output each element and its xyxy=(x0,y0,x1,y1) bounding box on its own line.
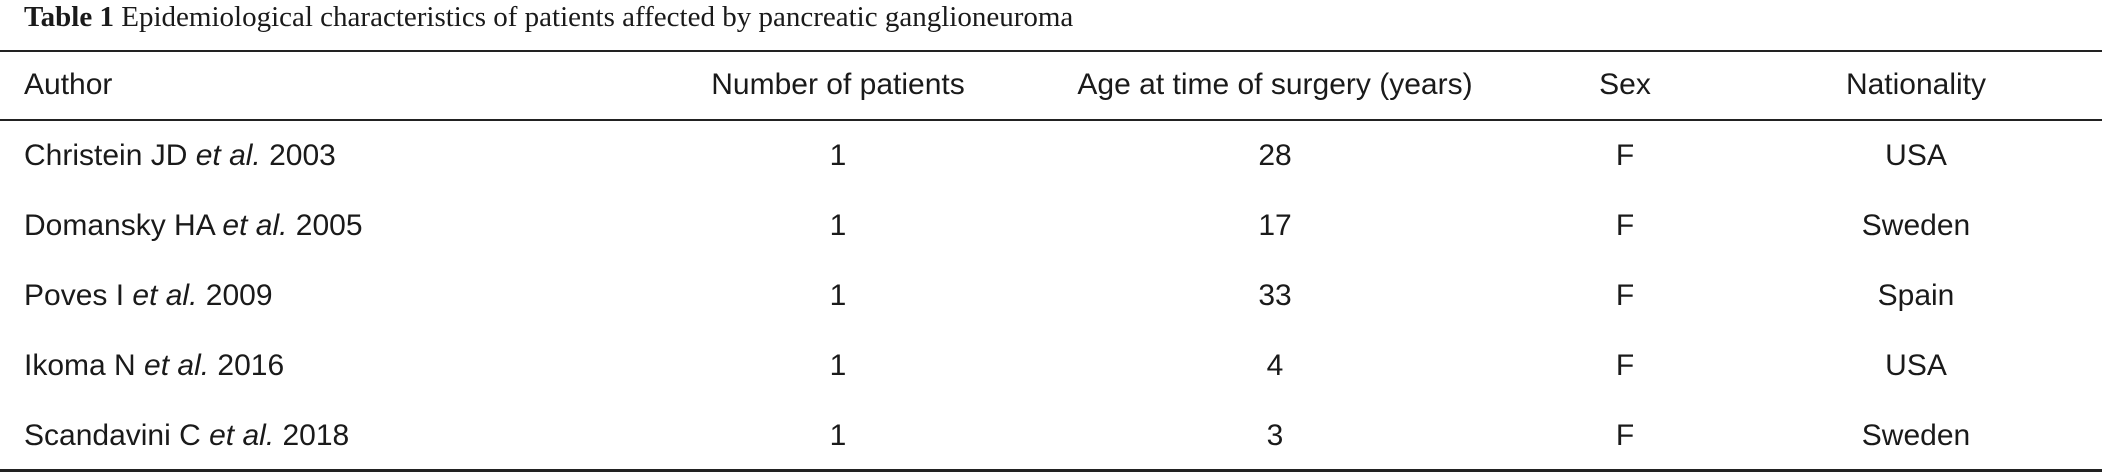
cell-number-of-patients: 1 xyxy=(829,419,847,452)
author-name: Poves I xyxy=(24,279,133,312)
table-row: Scandavini C et al. 2018 1 3 F Sweden xyxy=(0,401,2102,471)
author-et-al: et al. xyxy=(132,279,198,312)
table-header-rule xyxy=(0,119,2102,121)
cell-author: Domansky HA et al. 2005 xyxy=(24,191,363,261)
cell-age: 4 xyxy=(1266,349,1284,382)
author-name: Ikoma N xyxy=(24,349,145,382)
cell-number-of-patients: 1 xyxy=(829,349,847,382)
header-age-at-surgery: Age at time of surgery (years) xyxy=(1077,68,1473,101)
cell-author: Poves I et al. 2009 xyxy=(24,261,273,331)
cell-author: Christein JD et al. 2003 xyxy=(24,121,336,191)
cell-author: Scandavini C et al. 2018 xyxy=(24,401,349,471)
author-et-al: et al. xyxy=(195,139,261,172)
table-caption-label: Table 1 xyxy=(24,1,114,33)
cell-number-of-patients: 1 xyxy=(829,209,847,242)
table-bottom-rule xyxy=(0,469,2102,472)
cell-sex: F xyxy=(1615,209,1635,242)
table-caption-text: Epidemiological characteristics of patie… xyxy=(114,1,1074,33)
author-year: 2018 xyxy=(274,419,350,452)
cell-nationality: Sweden xyxy=(1861,209,1971,242)
author-year: 2016 xyxy=(209,349,285,382)
author-year: 2003 xyxy=(260,139,336,172)
cell-nationality: USA xyxy=(1885,139,1947,172)
author-et-al: et al. xyxy=(144,349,210,382)
header-author: Author xyxy=(24,68,113,101)
author-name: Scandavini C xyxy=(24,419,210,452)
header-nationality: Nationality xyxy=(1845,68,1987,101)
cell-age: 28 xyxy=(1258,139,1292,172)
header-sex: Sex xyxy=(1599,68,1651,101)
author-year: 2009 xyxy=(197,279,273,312)
cell-sex: F xyxy=(1615,349,1635,382)
cell-age: 33 xyxy=(1258,279,1292,312)
cell-sex: F xyxy=(1615,419,1635,452)
cell-nationality: Sweden xyxy=(1861,419,1971,452)
cell-number-of-patients: 1 xyxy=(829,279,847,312)
cell-sex: F xyxy=(1615,279,1635,312)
table-caption: Table 1 Epidemiological characteristics … xyxy=(24,0,1073,36)
cell-age: 17 xyxy=(1258,209,1292,242)
cell-nationality: Spain xyxy=(1877,279,1955,312)
cell-age: 3 xyxy=(1266,419,1284,452)
cell-author: Ikoma N et al. 2016 xyxy=(24,331,284,401)
table-row: Domansky HA et al. 2005 1 17 F Sweden xyxy=(0,191,2102,261)
author-name: Christein JD xyxy=(24,139,196,172)
table-row: Christein JD et al. 2003 1 28 F USA xyxy=(0,121,2102,191)
header-number-of-patients: Number of patients xyxy=(711,68,965,101)
author-et-al: et al. xyxy=(222,209,288,242)
author-et-al: et al. xyxy=(209,419,275,452)
table-header-row: Author Number of patients Age at time of… xyxy=(0,50,2102,120)
author-name: Domansky HA xyxy=(24,209,223,242)
table-row: Poves I et al. 2009 1 33 F Spain xyxy=(0,261,2102,331)
table-row: Ikoma N et al. 2016 1 4 F USA xyxy=(0,331,2102,401)
cell-nationality: USA xyxy=(1885,349,1947,382)
author-year: 2005 xyxy=(287,209,363,242)
cell-sex: F xyxy=(1615,139,1635,172)
table-top-rule xyxy=(0,50,2102,52)
cell-number-of-patients: 1 xyxy=(829,139,847,172)
